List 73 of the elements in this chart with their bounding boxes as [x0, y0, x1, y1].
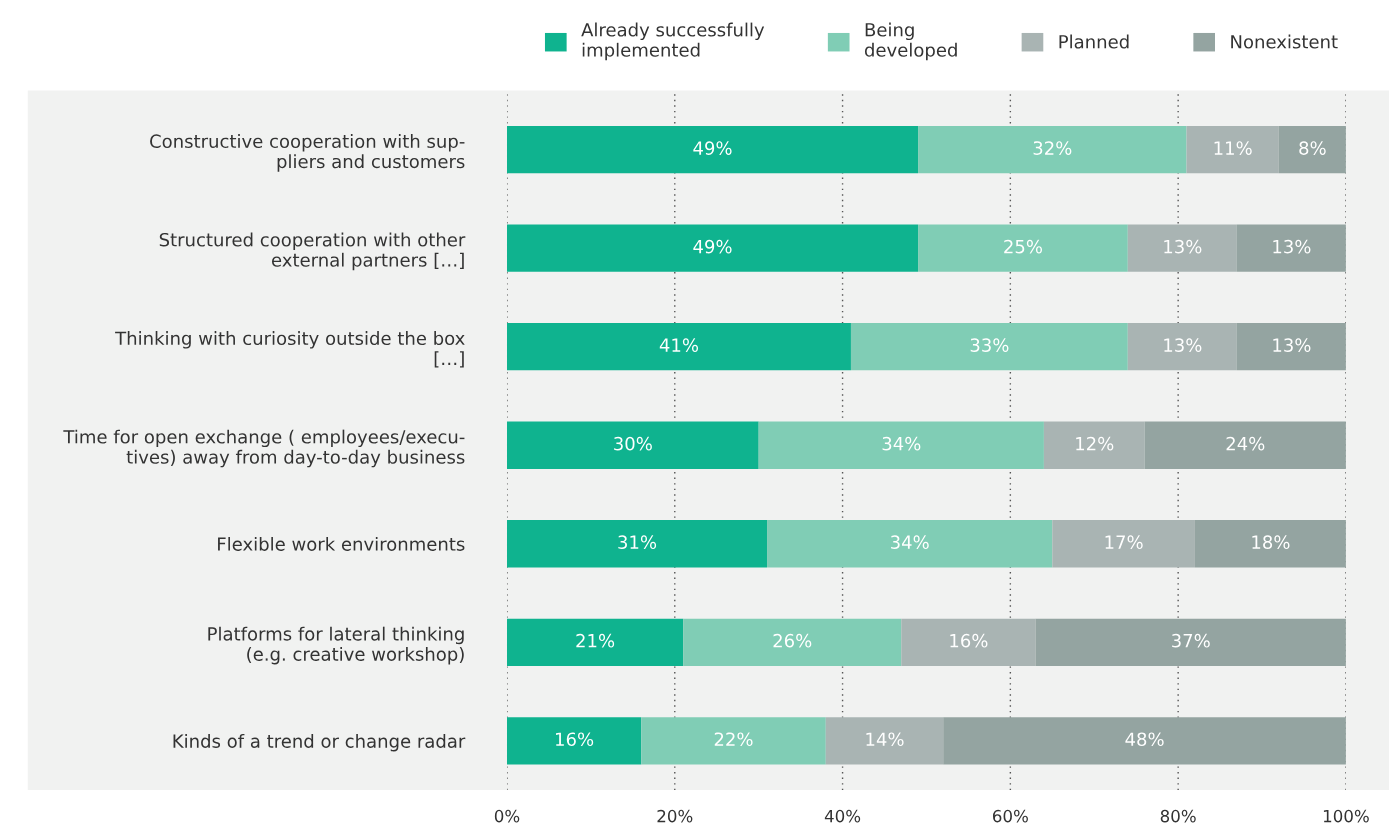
text: 30% — [614, 436, 652, 451]
bar — [683, 618, 902, 666]
bar — [506, 520, 768, 568]
bar — [1236, 224, 1346, 272]
legend-label: Being developed — [864, 22, 957, 61]
y-tick-label: Constructive cooperation with sup- pliers and customers — [150, 134, 465, 172]
text: 16% — [556, 732, 594, 747]
text: 34% — [882, 436, 921, 451]
bar — [506, 421, 759, 469]
bar — [506, 126, 919, 174]
bar — [641, 717, 826, 765]
text: 13% — [1164, 338, 1202, 352]
bar — [918, 224, 1128, 272]
bar — [1186, 126, 1279, 174]
text: 21% — [576, 633, 615, 648]
x-tick-label: 60% — [993, 809, 1028, 823]
text: 13% — [1273, 338, 1311, 352]
bar — [767, 520, 1053, 568]
bar — [506, 717, 642, 765]
y-tick-label: Time for open exchange ( employees/execu- tives) away from day-to-day business — [63, 429, 465, 468]
text: 17% — [1105, 535, 1143, 549]
text: 16% — [950, 633, 988, 648]
text: 12% — [1076, 436, 1114, 451]
bar — [1052, 520, 1195, 568]
y-tick-label: Thinking with curiosity outside the box […] — [115, 331, 465, 368]
bar — [1127, 224, 1237, 272]
text: 48% — [1125, 732, 1164, 747]
text: 49% — [693, 239, 732, 254]
bar — [506, 224, 919, 272]
text: 31% — [618, 535, 657, 549]
text: 13% — [1164, 239, 1202, 254]
text: 37% — [1172, 633, 1210, 648]
text: 25% — [1004, 239, 1043, 254]
bar — [1278, 126, 1346, 174]
text: 49% — [693, 141, 732, 155]
legend-label: Planned — [1059, 34, 1129, 49]
text: 33% — [970, 338, 1009, 352]
text: 41% — [659, 338, 699, 352]
bar — [1043, 421, 1145, 469]
bar — [901, 618, 1036, 666]
text: 8% — [1299, 141, 1326, 155]
text: 18% — [1252, 535, 1290, 549]
bar — [850, 323, 1128, 371]
x-tick-label: 100% — [1323, 809, 1369, 823]
bar — [943, 717, 1346, 765]
x-tick-label: 80% — [1160, 809, 1196, 823]
text: 24% — [1226, 436, 1265, 451]
text: 14% — [866, 732, 904, 747]
text: 32% — [1033, 141, 1072, 155]
y-tick-label: Platforms for lateral thinking (e.g. creative workshop) — [208, 626, 464, 665]
x-tick-label: 0% — [494, 809, 520, 823]
y-tick-label: Flexible work environments — [218, 536, 465, 551]
bar — [1144, 421, 1346, 469]
bar — [758, 421, 1044, 469]
bar — [506, 323, 851, 371]
text: 22% — [714, 732, 753, 747]
bar — [1236, 323, 1346, 371]
x-tick-label: 40% — [824, 809, 861, 823]
bar — [825, 717, 944, 765]
y-tick-label: Kinds of a trend or change radar — [173, 733, 466, 752]
legend-label: Already successfully implemented — [581, 22, 765, 61]
bar — [918, 126, 1187, 174]
text: 26% — [773, 633, 812, 648]
x-tick-label: 20% — [657, 809, 693, 823]
text: 34% — [890, 535, 929, 549]
bar — [1194, 520, 1346, 568]
text: 11% — [1214, 141, 1252, 155]
bar — [1035, 618, 1346, 666]
legend-label: Nonexistent — [1231, 34, 1338, 49]
text: 13% — [1273, 239, 1311, 254]
bar — [506, 618, 684, 666]
bar — [1127, 323, 1237, 371]
y-tick-label: Structured cooperation with other external partners […] — [159, 232, 466, 271]
